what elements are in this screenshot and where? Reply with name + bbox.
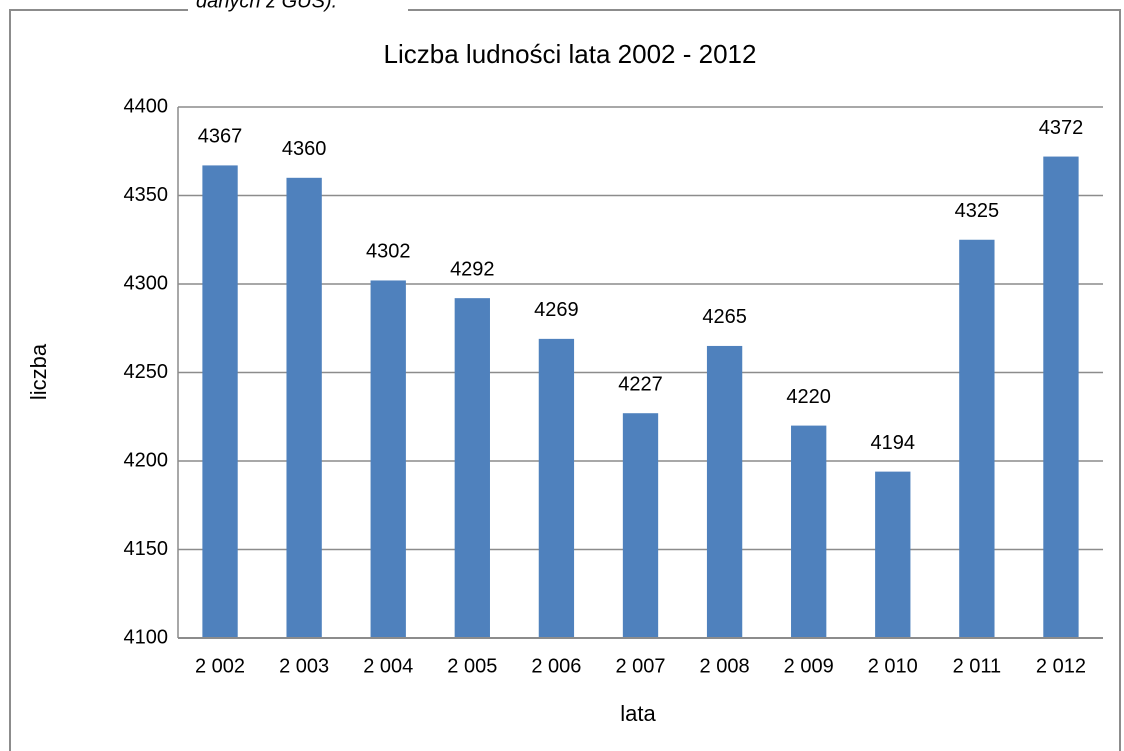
y-tick-label: 4250: [124, 361, 169, 383]
bar: [286, 177, 322, 639]
y-axis-label: liczba: [26, 343, 51, 400]
bar: [622, 413, 659, 638]
y-tick-label: 4200: [124, 449, 169, 471]
x-tick-label: 2 002: [195, 655, 245, 677]
chart-title: Liczba ludności lata 2002 - 2012: [384, 39, 757, 69]
bar: [454, 298, 490, 638]
data-label: 4367: [198, 126, 243, 148]
x-tick-label: 2 006: [531, 655, 581, 677]
bar: [875, 471, 911, 638]
data-label: 4227: [618, 373, 663, 395]
caption-backdrop: [188, 0, 408, 14]
y-tick-label: 4400: [124, 95, 169, 117]
bar: [202, 165, 238, 638]
data-label: 4220: [786, 386, 831, 408]
y-tick-label: 4100: [124, 626, 169, 648]
bar: [959, 239, 995, 638]
x-tick-label: 2 004: [363, 655, 413, 677]
data-label: 4302: [366, 241, 411, 263]
bar: [706, 345, 743, 638]
x-tick-label: 2 005: [447, 655, 497, 677]
data-label: 4325: [955, 200, 1000, 222]
y-tick-label: 4300: [124, 272, 169, 294]
data-label: 4360: [282, 138, 327, 160]
data-label: 4372: [1039, 117, 1084, 139]
caption: danych z GUS).: [196, 0, 337, 12]
x-tick-label: 2 007: [615, 655, 665, 677]
x-tick-label: 2 009: [784, 655, 834, 677]
data-label: 4292: [450, 258, 495, 280]
bar: [1043, 156, 1079, 638]
bar: [791, 425, 827, 638]
bar: [538, 338, 575, 638]
x-tick-label: 2 003: [279, 655, 329, 677]
data-label: 4269: [534, 299, 579, 321]
data-label: 4194: [871, 432, 916, 454]
data-label: 4265: [702, 306, 747, 328]
bar: [370, 280, 406, 638]
x-axis-label: lata: [620, 701, 656, 726]
y-tick-label: 4150: [124, 538, 169, 560]
x-tick-label: 2 012: [1036, 655, 1086, 677]
x-tick-label: 2 010: [868, 655, 918, 677]
x-tick-label: 2 008: [700, 655, 750, 677]
x-tick-label: 2 011: [953, 655, 1002, 677]
y-tick-label: 4350: [124, 184, 169, 206]
